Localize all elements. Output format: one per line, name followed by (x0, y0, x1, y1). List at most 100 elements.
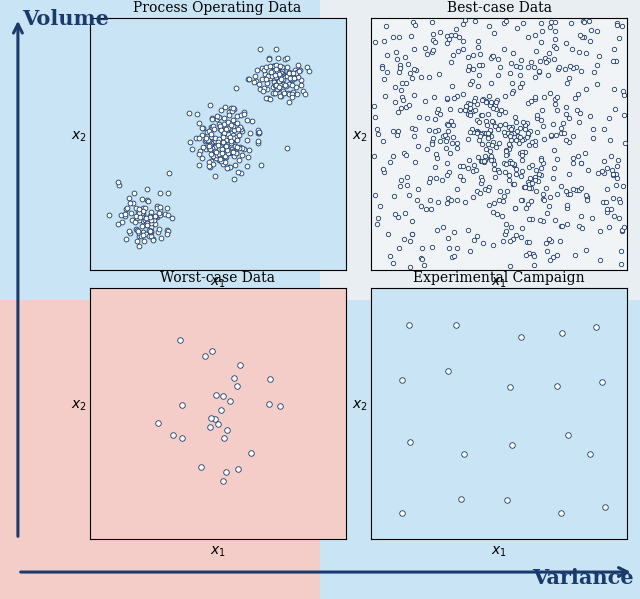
Point (568, 184, 579, 193)
Point (482, 120, 492, 129)
Point (197, 123, 207, 132)
Point (381, 21, 391, 31)
Point (463, 134, 473, 144)
Point (232, 111, 242, 121)
Point (586, 25, 596, 34)
Point (524, 173, 534, 183)
Point (487, 140, 497, 149)
Point (121, 204, 131, 214)
Point (194, 133, 204, 143)
Point (588, 213, 598, 223)
Point (442, 170, 452, 180)
Point (568, 63, 579, 73)
Point (521, 203, 531, 213)
Point (394, 32, 404, 42)
Point (136, 208, 147, 217)
Point (136, 210, 146, 219)
Point (200, 135, 211, 145)
Point (302, 62, 312, 71)
Point (227, 120, 237, 130)
Y-axis label: $x_2$: $x_2$ (352, 129, 368, 144)
Point (581, 246, 591, 255)
Point (207, 346, 217, 356)
Point (515, 132, 525, 142)
Point (276, 70, 287, 80)
Point (283, 87, 293, 97)
Point (499, 107, 509, 116)
Point (139, 220, 149, 230)
Point (221, 125, 232, 134)
Point (217, 146, 227, 156)
Point (470, 93, 480, 103)
Point (228, 131, 238, 140)
Point (446, 58, 456, 67)
Point (481, 153, 492, 163)
Point (478, 95, 488, 104)
Point (579, 32, 589, 42)
Point (426, 243, 436, 252)
Point (414, 113, 424, 122)
Point (516, 195, 527, 205)
Point (136, 232, 147, 241)
Point (131, 224, 141, 234)
Point (489, 165, 499, 174)
Point (275, 80, 285, 90)
Point (146, 218, 156, 228)
Point (186, 144, 196, 153)
Point (557, 328, 567, 337)
Point (442, 198, 452, 208)
Point (500, 229, 511, 238)
Point (586, 111, 596, 121)
Point (223, 117, 233, 127)
Point (564, 137, 574, 146)
Point (488, 28, 499, 38)
Point (568, 153, 578, 162)
Point (275, 61, 285, 71)
Point (427, 139, 437, 149)
Point (140, 216, 150, 225)
Point (211, 390, 221, 400)
Point (492, 209, 502, 219)
Point (427, 137, 437, 147)
Point (395, 63, 405, 72)
Point (570, 93, 580, 103)
Point (468, 192, 478, 202)
Point (519, 134, 529, 143)
Point (426, 17, 436, 27)
Point (280, 80, 290, 89)
Point (227, 144, 237, 153)
Point (221, 164, 232, 173)
Point (231, 84, 241, 93)
Point (458, 90, 468, 99)
Point (142, 214, 152, 224)
Point (465, 247, 476, 256)
Point (204, 143, 214, 153)
Point (292, 89, 302, 98)
Point (126, 208, 136, 217)
Point (225, 396, 236, 406)
Point (508, 49, 518, 58)
Point (551, 43, 561, 53)
Point (213, 155, 223, 165)
Point (378, 136, 388, 146)
Point (223, 149, 233, 158)
Point (520, 182, 531, 192)
Point (262, 84, 273, 94)
Point (408, 44, 419, 53)
Point (474, 117, 484, 126)
Point (396, 104, 406, 113)
Point (233, 464, 243, 474)
Point (230, 160, 240, 170)
Point (145, 231, 156, 241)
Point (201, 143, 211, 152)
Point (243, 74, 253, 84)
Point (501, 150, 511, 160)
Point (415, 72, 426, 82)
Point (484, 22, 495, 31)
Point (549, 164, 559, 173)
Point (575, 31, 586, 40)
Point (477, 238, 488, 247)
Point (372, 129, 383, 139)
Point (575, 108, 585, 118)
Point (566, 19, 576, 28)
